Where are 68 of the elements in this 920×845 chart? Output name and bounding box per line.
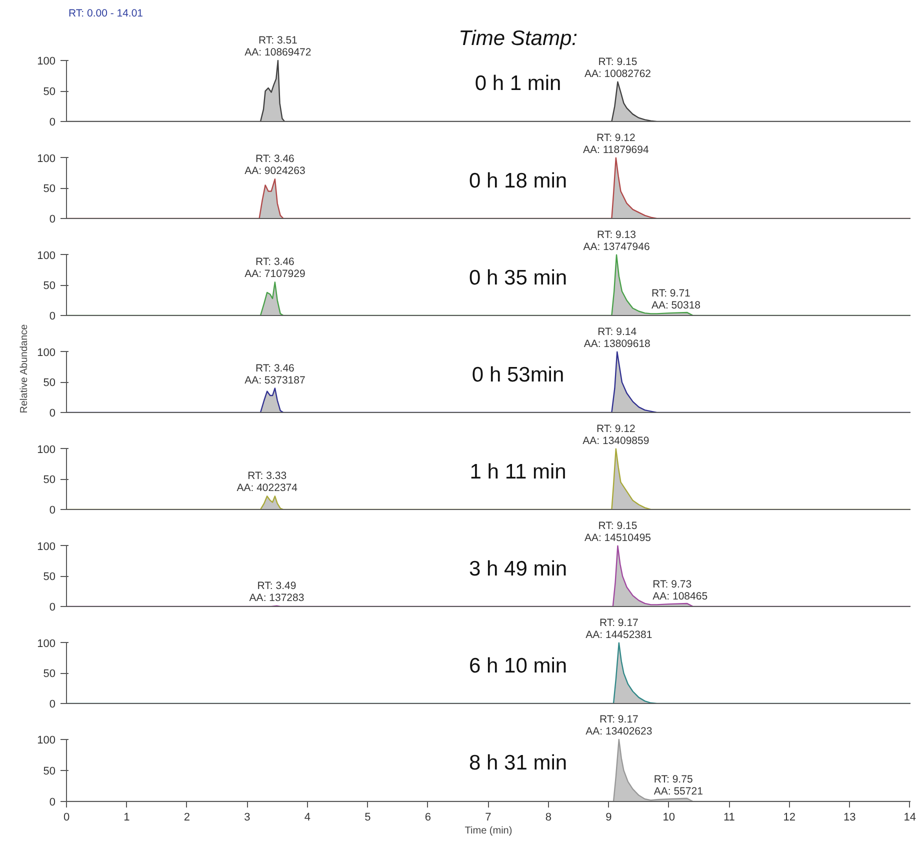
text: 6 h 10 min	[469, 654, 568, 678]
x-tick-label: 14	[904, 812, 916, 824]
annotation: RT: 3.51 AA: 10869472	[244, 34, 312, 59]
x-tick-label: 0	[63, 812, 70, 824]
y-tick-label: 50	[43, 183, 56, 196]
annotation: RT: 9.73 AA: 108465	[652, 578, 708, 603]
x-tick-label: 10	[662, 812, 676, 824]
y-tick-label: 0	[49, 408, 56, 420]
y-tick-label: 100	[37, 152, 56, 165]
annotation: RT: 9.12 AA: 13409859	[582, 422, 650, 447]
x-tick-label: 13	[844, 812, 856, 824]
annotation: RT: 9.12 AA: 11879694	[583, 132, 649, 156]
y-tick-label: 100	[37, 56, 56, 68]
text: 0 h 1 min	[474, 72, 562, 96]
x-tick-label: 5	[364, 812, 371, 824]
annotation: RT: 9.14 AA: 13809618	[584, 326, 651, 350]
text: 8 h 31 min	[469, 752, 568, 775]
x-tick-label: 9	[606, 812, 612, 824]
y-axis-title: Relative Abundance	[19, 324, 30, 414]
annotation: RT: 9.13 AA: 13747946	[583, 228, 650, 253]
y-tick-label: 0	[49, 214, 56, 226]
y-tick-label: 0	[49, 602, 56, 614]
y-tick-label: 50	[43, 571, 56, 584]
text: 0 h 35 min	[469, 266, 568, 290]
text: 3 h 49 min	[469, 557, 568, 580]
y-tick-label: 100	[37, 250, 56, 262]
text: 1 h 11 min	[470, 460, 566, 484]
y-tick-label: 0	[49, 310, 56, 322]
y-tick-label: 50	[43, 474, 56, 486]
x-tick-label: 11	[723, 812, 735, 824]
text: RT: 0.00 - 14.01	[68, 8, 144, 20]
annotation: RT: 3.46 AA: 5373187	[244, 362, 306, 386]
y-tick-label: 0	[49, 796, 56, 808]
y-tick-label: 100	[37, 734, 56, 746]
x-tick-label: 7	[485, 812, 492, 824]
y-tick-label: 50	[43, 377, 56, 390]
y-tick-label: 100	[37, 444, 56, 456]
annotation: RT: 3.33 AA: 4022374	[236, 470, 298, 494]
x-tick-label: 4	[304, 812, 311, 824]
y-tick-label: 0	[49, 698, 56, 710]
text: Time Stamp:	[458, 27, 578, 50]
y-tick-label: 100	[37, 638, 56, 650]
text: 0 h 53min	[472, 363, 564, 386]
x-tick-label: 8	[545, 812, 552, 824]
annotation: RT: 9.71 AA: 50318	[651, 288, 701, 312]
y-tick-label: 100	[37, 346, 56, 359]
x-tick-label: 1	[124, 812, 130, 824]
annotation: RT: 9.15 AA: 14510495	[584, 520, 652, 544]
y-tick-label: 50	[43, 668, 56, 680]
annotation: RT: 3.46 AA: 7107929	[244, 256, 306, 280]
text: 0 h 18 min	[469, 169, 568, 192]
annotation: RT: 9.15 AA: 10082762	[584, 56, 652, 80]
annotation: RT: 9.75 AA: 55721	[654, 774, 704, 798]
x-tick-label: 3	[244, 812, 250, 824]
x-tick-label: 6	[424, 812, 432, 824]
x-tick-label: 12	[783, 812, 796, 824]
y-tick-label: 50	[43, 86, 56, 98]
annotation: RT: 3.49 AA: 137283	[249, 580, 304, 604]
y-tick-label: 0	[49, 504, 56, 516]
annotation: RT: 9.17 AA: 14452381	[586, 616, 652, 641]
annotation: RT: 3.46 AA: 9024263	[244, 153, 306, 178]
x-axis-title: Time (min)	[464, 826, 512, 836]
annotation: RT: 9.17 AA: 13402623	[586, 714, 652, 738]
y-tick-label: 50	[43, 766, 56, 778]
y-tick-label: 50	[43, 280, 56, 292]
y-tick-label: 0	[49, 116, 56, 128]
x-tick-label: 2	[184, 812, 190, 824]
y-tick-label: 100	[37, 540, 56, 553]
